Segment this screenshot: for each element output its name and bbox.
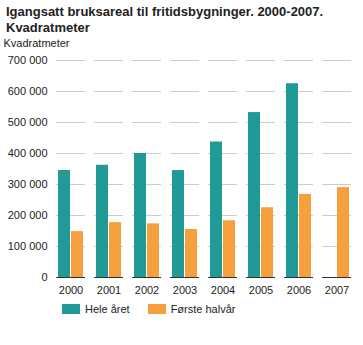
svg-text:100 000: 100 000 <box>8 240 48 252</box>
svg-text:400 000: 400 000 <box>8 147 48 159</box>
html-text:Første halvår: Første halvår <box>170 303 236 315</box>
html-text:Igangsatt bruksareal til friti: Igangsatt bruksareal til fritidsbygninge… <box>6 4 324 35</box>
svg-text:2007: 2007 <box>325 284 349 296</box>
svg-text:2003: 2003 <box>173 284 197 296</box>
svg-text:2001: 2001 <box>97 284 121 296</box>
svg-text:2002: 2002 <box>135 284 159 296</box>
svg-text:0: 0 <box>41 271 47 283</box>
svg-text:300 000: 300 000 <box>8 178 48 190</box>
svg-text:700 000: 700 000 <box>8 54 48 66</box>
svg-text:2000: 2000 <box>59 284 83 296</box>
svg-text:2005: 2005 <box>249 284 273 296</box>
svg-text:2004: 2004 <box>211 284 235 296</box>
html-text:Hele året: Hele året <box>85 303 130 315</box>
svg-text:500 000: 500 000 <box>8 116 48 128</box>
svg-text:2006: 2006 <box>287 284 311 296</box>
svg-text:200 000: 200 000 <box>8 209 48 221</box>
svg-text:600 000: 600 000 <box>8 85 48 97</box>
svg-text:Kvadratmeter: Kvadratmeter <box>4 37 70 49</box>
